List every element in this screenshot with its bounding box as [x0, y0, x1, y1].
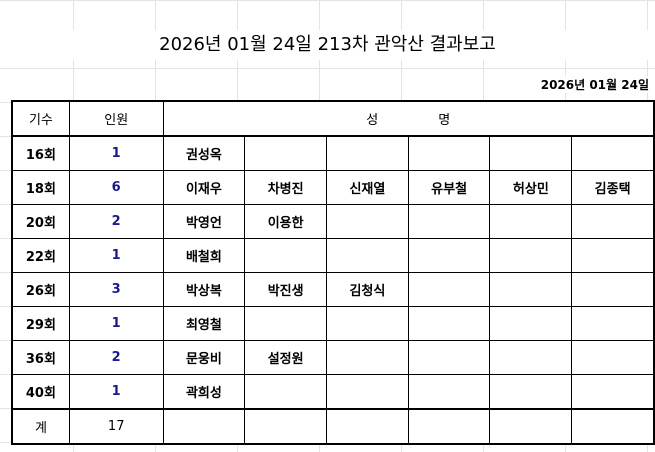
name-cell[interactable] — [244, 238, 328, 273]
header-name-1: 성 — [366, 113, 379, 128]
count-cell[interactable]: 2 — [68, 340, 164, 375]
empty-cell[interactable] — [326, 408, 409, 445]
name-cell[interactable] — [244, 135, 328, 171]
name-cell[interactable] — [407, 272, 491, 307]
name-cell[interactable] — [407, 135, 491, 171]
name-cell[interactable] — [571, 238, 655, 273]
name-cell[interactable] — [407, 204, 491, 239]
name-cell[interactable] — [571, 204, 655, 239]
name-cell[interactable] — [244, 306, 328, 341]
table-row: 40회 1 곽희성 — [11, 374, 655, 410]
name-cell[interactable] — [326, 340, 409, 375]
name-cell[interactable] — [571, 135, 655, 171]
name-cell[interactable]: 배철희 — [162, 238, 246, 273]
name-cell[interactable] — [407, 340, 491, 375]
name-cell[interactable] — [326, 374, 409, 410]
name-cell[interactable]: 차병진 — [244, 170, 328, 205]
name-cell[interactable]: 유부철 — [407, 170, 491, 205]
name-cell[interactable] — [489, 272, 573, 307]
empty-cell[interactable] — [162, 408, 246, 445]
name-cell[interactable] — [489, 306, 573, 341]
name-cell[interactable]: 권성옥 — [162, 135, 246, 171]
name-cell[interactable] — [571, 306, 655, 341]
count-cell[interactable]: 1 — [68, 238, 164, 273]
name-cell[interactable] — [407, 306, 491, 341]
gen-cell[interactable]: 29회 — [11, 306, 70, 341]
report-title: 2026년 01월 24일 213차 관악산 결과보고 — [0, 30, 655, 60]
table-row: 20회 2 박영언 이용한 — [11, 204, 655, 239]
table-row: 26회 3 박상복 박진생 김청식 — [11, 272, 655, 307]
name-cell[interactable]: 곽희성 — [162, 374, 246, 410]
count-cell[interactable]: 1 — [68, 306, 164, 341]
name-cell[interactable]: 허상민 — [489, 170, 573, 205]
empty-cell[interactable] — [489, 408, 573, 445]
name-cell[interactable] — [407, 374, 491, 410]
name-cell[interactable] — [326, 204, 409, 239]
report-date: 2026년 01월 24일 — [540, 76, 649, 93]
name-cell[interactable]: 문웅비 — [162, 340, 246, 375]
name-cell[interactable] — [489, 340, 573, 375]
gen-cell[interactable]: 40회 — [11, 374, 70, 410]
name-cell[interactable]: 박영언 — [162, 204, 246, 239]
name-cell[interactable] — [489, 374, 573, 410]
gen-cell[interactable]: 26회 — [11, 272, 70, 307]
name-cell[interactable] — [571, 272, 655, 307]
count-cell[interactable]: 3 — [68, 272, 164, 307]
table-row: 29회 1 최영철 — [11, 306, 655, 341]
name-cell[interactable] — [489, 135, 573, 171]
empty-cell[interactable] — [244, 408, 328, 445]
name-cell[interactable]: 박진생 — [244, 272, 328, 307]
name-cell[interactable]: 박상복 — [162, 272, 246, 307]
header-gen[interactable]: 기수 — [11, 100, 70, 137]
empty-cell[interactable] — [571, 408, 655, 445]
count-cell[interactable]: 6 — [68, 170, 164, 205]
total-label[interactable]: 계 — [11, 408, 70, 445]
name-cell[interactable] — [489, 204, 573, 239]
name-cell[interactable] — [571, 340, 655, 375]
table-row: 18회 6 이재우 차병진 신재열 유부철 허상민 김종택 — [11, 170, 655, 205]
gen-cell[interactable]: 36회 — [11, 340, 70, 375]
total-row: 계 17 — [11, 408, 655, 445]
name-cell[interactable] — [326, 238, 409, 273]
count-cell[interactable]: 1 — [68, 374, 164, 410]
name-cell[interactable]: 이재우 — [162, 170, 246, 205]
gen-cell[interactable]: 20회 — [11, 204, 70, 239]
name-cell[interactable]: 설정원 — [244, 340, 328, 375]
empty-cell[interactable] — [407, 408, 491, 445]
header-name-2: 명 — [438, 113, 451, 128]
gen-cell[interactable]: 18회 — [11, 170, 70, 205]
table-row: 36회 2 문웅비 설정원 — [11, 340, 655, 375]
gen-cell[interactable]: 16회 — [11, 135, 70, 171]
name-cell[interactable] — [407, 238, 491, 273]
name-cell[interactable]: 최영철 — [162, 306, 246, 341]
name-cell[interactable]: 김청식 — [326, 272, 409, 307]
name-cell[interactable] — [571, 374, 655, 410]
name-cell[interactable] — [489, 238, 573, 273]
name-cell[interactable]: 신재열 — [326, 170, 409, 205]
count-cell[interactable]: 2 — [68, 204, 164, 239]
table-row: 16회 1 권성옥 — [11, 135, 655, 171]
table-row: 22회 1 배철희 — [11, 238, 655, 273]
total-count[interactable]: 17 — [68, 408, 164, 445]
name-cell[interactable] — [244, 374, 328, 410]
name-cell[interactable] — [326, 135, 409, 171]
count-cell[interactable]: 1 — [68, 135, 164, 171]
name-cell[interactable]: 김종택 — [571, 170, 655, 205]
name-cell[interactable]: 이용한 — [244, 204, 328, 239]
name-cell[interactable] — [326, 306, 409, 341]
gen-cell[interactable]: 22회 — [11, 238, 70, 273]
header-count[interactable]: 인원 — [68, 100, 164, 137]
